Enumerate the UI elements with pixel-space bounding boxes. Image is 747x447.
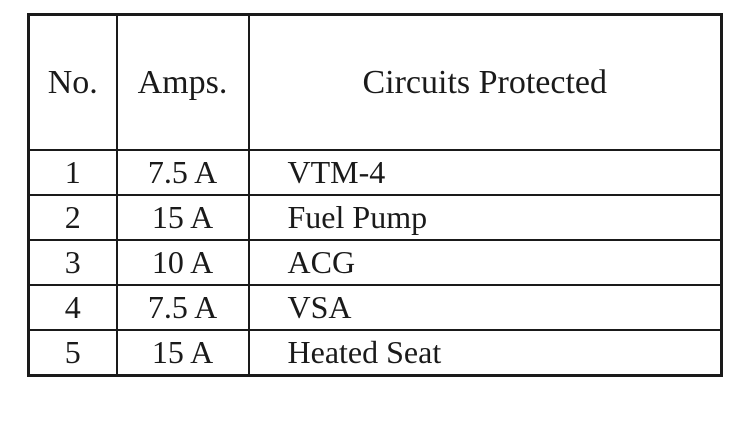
table-row: 1 7.5 A VTM-4	[27, 149, 723, 196]
fuse-table-body: 1 7.5 A VTM-4 2 15 A Fuel Pump 3 10 A AC…	[27, 149, 723, 377]
cell-circuit: Fuel Pump	[247, 194, 723, 241]
fuse-table: No. Amps. Circuits Protected 1 7.5 A VTM…	[27, 13, 723, 377]
col-header-no: No.	[27, 13, 118, 151]
cell-no: 1	[27, 149, 118, 196]
table-row: 3 10 A ACG	[27, 239, 723, 286]
cell-no: 2	[27, 194, 118, 241]
cell-no: 5	[27, 329, 118, 377]
cell-circuit: ACG	[247, 239, 723, 286]
col-header-circuits: Circuits Protected	[247, 13, 723, 151]
table-row: 5 15 A Heated Seat	[27, 329, 723, 377]
cell-amps: 15 A	[115, 194, 250, 241]
cell-amps: 7.5 A	[115, 149, 250, 196]
table-row: 2 15 A Fuel Pump	[27, 194, 723, 241]
cell-no: 4	[27, 284, 118, 331]
fuse-table-header: No. Amps. Circuits Protected	[27, 13, 723, 151]
header-row: No. Amps. Circuits Protected	[27, 13, 723, 151]
cell-circuit: VSA	[247, 284, 723, 331]
col-header-amps: Amps.	[115, 13, 250, 151]
cell-circuit: VTM-4	[247, 149, 723, 196]
cell-no: 3	[27, 239, 118, 286]
table-row: 4 7.5 A VSA	[27, 284, 723, 331]
cell-amps: 10 A	[115, 239, 250, 286]
cell-circuit: Heated Seat	[247, 329, 723, 377]
cell-amps: 7.5 A	[115, 284, 250, 331]
cell-amps: 15 A	[115, 329, 250, 377]
